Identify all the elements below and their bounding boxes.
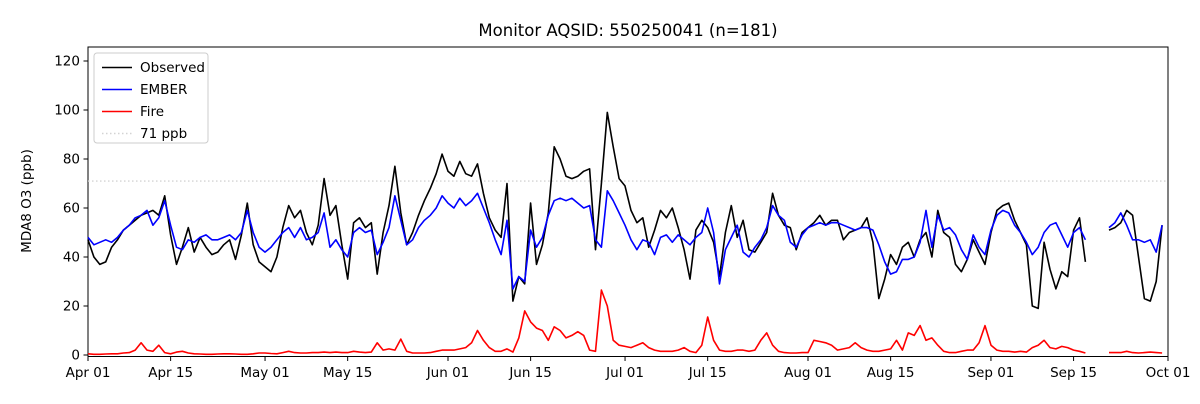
x-tick-label: May 15 [323, 365, 372, 381]
x-tick-label: Sep 01 [967, 365, 1014, 381]
x-tick-label: Oct 01 [1146, 365, 1191, 381]
legend-box [93, 52, 209, 144]
x-tick-label: Apr 15 [148, 365, 193, 381]
y-tick-label: 120 [54, 54, 80, 70]
y-tick-label: 60 [63, 201, 80, 217]
series-line-ember [87, 190, 1163, 290]
legend-label-fire: Fire [140, 104, 164, 120]
legend-label-observed: Observed [140, 60, 205, 76]
chart-title: Monitor AQSID: 550250041 (n=181) [478, 21, 777, 40]
y-tick-label: 80 [63, 152, 80, 168]
y-tick-label: 20 [63, 299, 80, 315]
series-layer [87, 111, 1163, 356]
plot-frame [87, 46, 1169, 357]
series-line-observed [87, 111, 1163, 310]
y-axis-label: MDA8 O3 (ppb) [19, 149, 35, 253]
series-line-fire [87, 289, 1163, 356]
x-tick-label: Jun 15 [508, 365, 552, 381]
legend-label-threshold: 71 ppb [140, 126, 187, 142]
y-tick-label: 100 [54, 103, 80, 119]
axis-ticks-layer: Apr 01 Apr 15 May 01 May 15 Jun 01 Jun 15 Jul … [54, 54, 1190, 382]
legend: Observed EMBER Fire 71 ppb [93, 52, 209, 144]
x-tick-label: Apr 01 [66, 365, 111, 381]
x-tick-label: Jul 01 [605, 365, 644, 381]
y-tick-label: 0 [71, 348, 80, 364]
x-tick-label: Sep 15 [1050, 365, 1097, 381]
x-tick-label: Aug 01 [784, 365, 832, 381]
x-tick-label: Jul 15 [688, 365, 727, 381]
x-tick-label: Jun 01 [426, 365, 470, 381]
y-tick-label: 40 [63, 250, 80, 266]
legend-label-ember: EMBER [140, 82, 187, 98]
x-tick-label: Aug 15 [867, 365, 915, 381]
plot-frame-layer [87, 46, 1169, 357]
x-tick-label: May 01 [240, 365, 289, 381]
